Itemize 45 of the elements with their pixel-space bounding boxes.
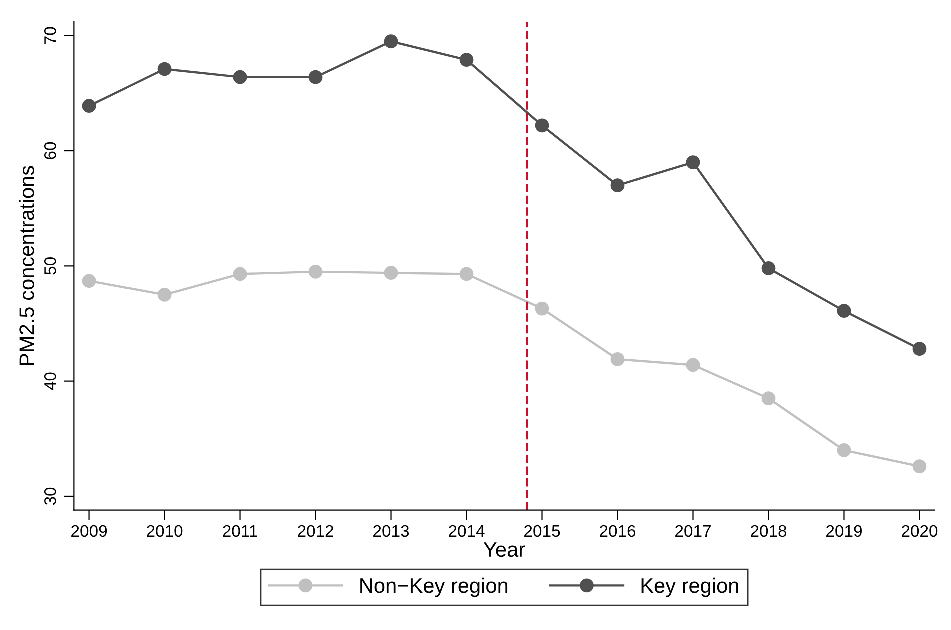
y-tick-label: 40 [44, 372, 56, 390]
point [837, 304, 852, 318]
x-tick-label: 2015 [524, 525, 560, 538]
point [535, 302, 550, 316]
x-tick-label: 2011 [223, 525, 258, 538]
point [82, 99, 96, 114]
y-tick-label: 30 [44, 488, 56, 506]
point [158, 288, 172, 302]
x-tick-label: 2009 [72, 525, 108, 538]
point [686, 156, 700, 170]
x-tick-label: 2010 [147, 525, 183, 538]
y-tick-label: 70 [44, 27, 56, 44]
point [610, 178, 625, 193]
point [308, 70, 323, 84]
point [233, 70, 248, 84]
y-tick-label: 60 [44, 142, 56, 160]
y-axis-title: PM2.5 concentrations [19, 166, 34, 366]
point [460, 267, 474, 282]
x-tick-label: 2012 [298, 525, 334, 538]
point [460, 53, 474, 67]
x-axis-title: Year [484, 542, 526, 558]
point [233, 267, 248, 282]
point [912, 460, 927, 474]
legend-label: Key region [642, 578, 738, 598]
point [762, 262, 776, 276]
legend-label: Non−Key region [360, 578, 508, 598]
x-tick-label: 2020 [902, 525, 938, 538]
point [308, 264, 323, 279]
point [535, 118, 550, 133]
x-tick-label: 2018 [751, 525, 787, 538]
point [384, 266, 398, 280]
x-tick-label: 2014 [449, 525, 485, 538]
y-tick-label: 50 [44, 258, 56, 275]
point [384, 34, 398, 49]
point [686, 358, 700, 372]
point [82, 274, 96, 288]
point [912, 342, 927, 356]
point [837, 443, 852, 458]
point [610, 352, 625, 366]
x-tick-label: 2017 [676, 525, 711, 538]
point [762, 392, 776, 406]
x-tick-label: 2019 [826, 525, 862, 538]
x-tick-label: 2016 [600, 525, 636, 538]
point [158, 62, 172, 76]
x-tick-label: 2013 [374, 525, 410, 538]
